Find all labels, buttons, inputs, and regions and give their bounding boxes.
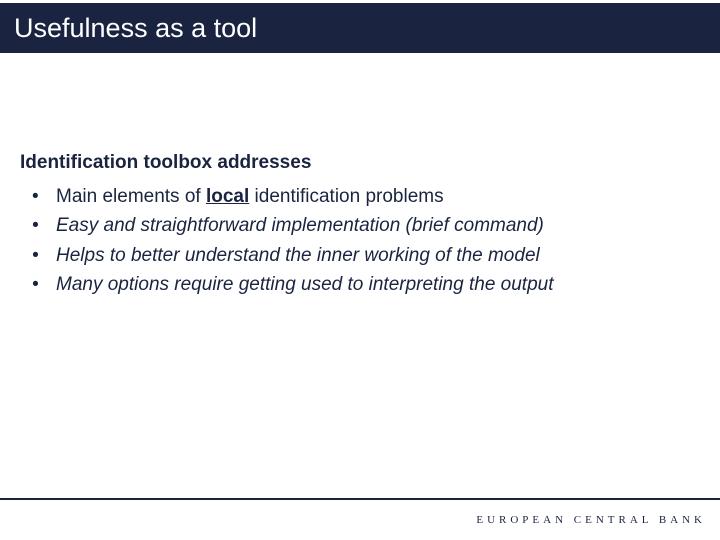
bullet-text-emph: local <box>206 186 249 207</box>
body-area: Identification toolbox addresses Main el… <box>20 152 680 300</box>
bullet-text-pre: Easy and straightforward implementation … <box>56 215 544 236</box>
bullet-item: Main elements of local identification pr… <box>20 182 680 211</box>
slide: Usefulness as a tool Identification tool… <box>0 0 720 540</box>
bullet-list: Main elements of local identification pr… <box>20 182 680 300</box>
bullet-text-pre: Helps to better understand the inner wor… <box>56 245 540 266</box>
subtitle: Identification toolbox addresses <box>20 152 680 174</box>
bullet-text-post: identification problems <box>249 186 443 207</box>
bullet-item: Easy and straightforward implementation … <box>20 211 680 240</box>
bullet-text-pre: Many options require getting used to int… <box>56 274 554 295</box>
footer-brand: EUROPEAN CENTRAL BANK <box>476 514 706 526</box>
slide-title: Usefulness as a tool <box>0 13 257 44</box>
bullet-item: Helps to better understand the inner wor… <box>20 241 680 270</box>
footer-rule <box>0 498 720 500</box>
bullet-text-pre: Main elements of <box>56 186 206 207</box>
bullet-item: Many options require getting used to int… <box>20 270 680 299</box>
title-band: Usefulness as a tool <box>0 3 720 53</box>
